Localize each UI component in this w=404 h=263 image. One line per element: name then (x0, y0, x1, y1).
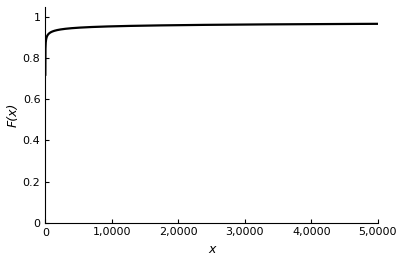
X-axis label: x: x (208, 243, 215, 256)
Y-axis label: F(x): F(x) (7, 103, 20, 127)
